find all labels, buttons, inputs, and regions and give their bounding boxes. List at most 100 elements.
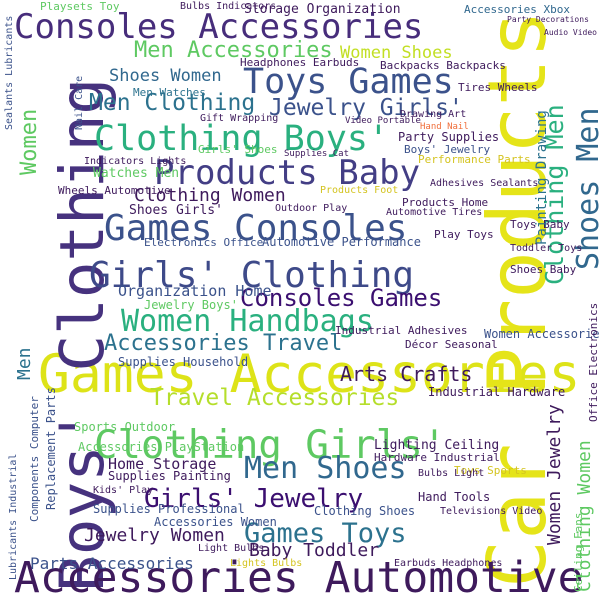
word: Supplies Painting xyxy=(108,469,231,483)
word: Office Electronics xyxy=(587,303,600,422)
word: Games Consoles xyxy=(104,208,407,249)
word: Men Accessories xyxy=(134,38,333,63)
word: Outdoor Play xyxy=(275,203,347,214)
word: Men Watches xyxy=(133,86,206,99)
word: Hand Nail xyxy=(420,122,469,132)
word: Organization Home xyxy=(118,282,272,300)
word: Accessories Automotive xyxy=(14,553,584,600)
word: Industrial Adhesives xyxy=(335,324,467,337)
word: Components Computer xyxy=(28,396,41,522)
word: Storage Organization xyxy=(244,2,401,17)
word: Sealants Lubricants xyxy=(4,16,15,130)
word: Party Supplies xyxy=(398,130,499,144)
word: Clothing Girls' xyxy=(94,423,446,468)
word: Painting Drawing xyxy=(534,110,550,245)
word: Automotive Tires xyxy=(386,207,482,218)
word: Play Toys xyxy=(434,228,494,241)
word: Jewelry Boys' xyxy=(144,298,238,312)
word: Automotive Performance xyxy=(262,235,421,249)
word: Men Clothing xyxy=(89,90,255,116)
word: Accessories Women xyxy=(154,515,277,529)
word: Clothing Boys' xyxy=(94,119,389,159)
word: Men xyxy=(14,347,35,380)
word: Products Baby xyxy=(154,153,420,193)
word: Women Shoes xyxy=(340,43,453,63)
word: Accessories PlayStation xyxy=(78,440,244,454)
word: Supplies Professional xyxy=(93,502,245,516)
word: Décor Seasonal xyxy=(405,338,498,351)
word: Adhesives Sealants xyxy=(430,178,538,189)
word: Lights Bulbs xyxy=(230,558,302,569)
word: Bulbs Light xyxy=(418,468,484,479)
word: Shoes Girls' xyxy=(129,203,223,218)
word: Women xyxy=(17,109,42,175)
word: Earbuds Headphones xyxy=(394,558,502,569)
word: Girls' Jewelry xyxy=(144,484,363,514)
word: Consoles Accessories xyxy=(14,7,423,47)
word: Jewelry Girls' xyxy=(269,95,463,121)
word: Toys Baby xyxy=(510,218,570,231)
word: Light Bulbs xyxy=(198,543,264,554)
word: Girls' Shoes xyxy=(198,143,277,156)
word: Kids' Play xyxy=(93,485,153,496)
word: Toddler Toys xyxy=(510,243,582,254)
word: Televisions Video xyxy=(440,506,542,517)
word: Indicators Lights xyxy=(84,156,186,167)
word: Nail Care xyxy=(74,76,85,130)
word: Clothing Women xyxy=(574,440,595,592)
word: Boys' Clothing xyxy=(47,78,118,592)
word: Ceiling Fans xyxy=(572,513,585,592)
word: Consoles Games xyxy=(240,284,442,312)
word: Electronics Office xyxy=(144,236,263,249)
word: Accessories Travel xyxy=(104,331,342,356)
word: Games Accessories xyxy=(38,344,580,405)
word: Drawing Art xyxy=(400,109,466,120)
word: Arts Crafts xyxy=(340,362,472,386)
word: Girls' Clothing xyxy=(89,255,414,296)
word: Lighting Ceiling xyxy=(374,438,499,453)
word: Video Portable xyxy=(345,116,421,126)
word: Supplies Household xyxy=(118,355,248,369)
word: Party Decorations xyxy=(507,15,589,24)
word: Baby Toddler xyxy=(249,540,379,561)
word: Shoes Women xyxy=(109,66,222,86)
word: Headphones Earbuds xyxy=(240,56,359,69)
word: Industrial Hardware xyxy=(428,385,565,399)
word: Clothing Men xyxy=(540,104,569,285)
word: Products Home xyxy=(402,196,488,209)
word: Hardware Industrial xyxy=(374,451,500,464)
word: Playsets Toy xyxy=(40,0,120,13)
word: Wheels Automotive xyxy=(58,184,171,197)
word: Women Jewelry xyxy=(544,404,565,545)
word: Products Foot xyxy=(320,185,398,196)
word: Audio Video xyxy=(544,28,597,37)
word: Lubricants Industrial xyxy=(8,454,19,580)
word: Home Storage xyxy=(108,455,216,473)
word: Travel Accessories xyxy=(150,385,399,411)
word: Jewelry Women xyxy=(84,525,225,546)
word: Watches Men xyxy=(93,166,179,181)
word: Shoes Baby xyxy=(510,263,577,276)
word: Shoes Men xyxy=(571,107,600,270)
word: Men Shoes xyxy=(244,451,407,486)
word: Boys' Jewelry xyxy=(404,143,490,156)
word: Parts Accessories xyxy=(30,554,194,573)
word: Games Toys xyxy=(244,518,407,549)
word: Toys Games xyxy=(243,62,454,102)
word: Backpacks Backpacks xyxy=(380,59,506,72)
word: Performance Parts xyxy=(418,153,531,166)
word: Accessories Xbox xyxy=(464,3,570,16)
word: Supplies Cat xyxy=(284,149,349,159)
word: Clothing Women xyxy=(134,185,286,206)
word: Replacement Parts xyxy=(44,387,58,510)
word: Women Handbags xyxy=(121,304,374,339)
word: Clothing Shoes xyxy=(314,504,415,518)
word: Hand Tools xyxy=(418,490,490,504)
word: Tires Wheels xyxy=(458,81,537,94)
word: Bulbs Indicators xyxy=(180,1,276,12)
word: Women Accessories xyxy=(484,327,600,341)
word: Car Products xyxy=(471,10,564,588)
